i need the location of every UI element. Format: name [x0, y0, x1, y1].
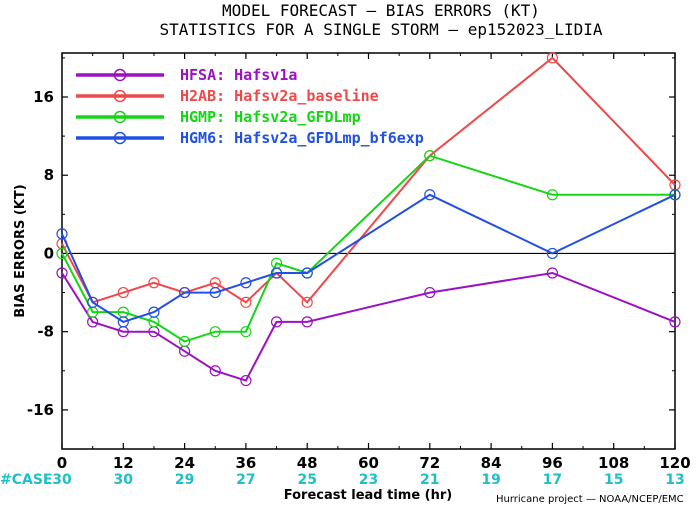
x-tick-label: 120: [659, 454, 690, 472]
case-count: 21: [420, 472, 439, 488]
data-point: [56, 228, 68, 240]
legend-marker: [113, 89, 127, 103]
chart-title-line2: STATISTICS FOR A SINGLE STORM — ep152023…: [159, 20, 602, 39]
legend-marker: [113, 110, 127, 124]
x-tick-label: 60: [358, 454, 379, 472]
data-point: [546, 189, 559, 201]
case-count: 30: [52, 472, 72, 488]
data-point: [424, 286, 436, 299]
data-point: [546, 52, 559, 64]
x-tick-label: 108: [598, 454, 629, 472]
x-tick-label: 84: [481, 454, 502, 472]
case-count: 13: [665, 472, 684, 488]
plot-area-frame: [61, 52, 676, 450]
legend-label: HFSA: Hafsv1a: [180, 66, 297, 84]
data-point: [240, 277, 252, 289]
series-3: [56, 150, 681, 348]
credit-text: Hurricane project — NOAA/NCEP/EMC: [496, 494, 684, 505]
x-tick-label: 36: [235, 454, 256, 472]
case-count-label: #CASE: [0, 472, 53, 488]
data-point: [669, 316, 681, 328]
case-count: 15: [604, 472, 623, 488]
data-series: [56, 52, 681, 387]
case-count: 25: [297, 472, 316, 488]
data-point: [301, 296, 313, 308]
x-tick-label: 96: [542, 454, 563, 472]
x-axis-label: Forecast lead time (hr): [284, 488, 452, 503]
axis-ticks: 0 12 24 36 48 60 72 84 96 108 120 16 8 0 -8 -16: [27, 53, 691, 472]
legend-marker: [113, 131, 127, 145]
data-point: [270, 316, 283, 328]
legend: HFSA: Hafsv1a H2AB: Hafsv2a_baseline HGMP:…: [76, 66, 424, 147]
series-4: [56, 189, 681, 328]
data-point: [301, 316, 313, 328]
case-count: 30: [114, 472, 134, 488]
case-count: 17: [543, 472, 562, 488]
y-axis-label: BIAS ERRORS (KT): [13, 184, 28, 317]
x-tick-label: 0: [57, 454, 67, 472]
x-tick-label: 48: [297, 454, 318, 472]
case-counts: 30 30 29 27 25 23 21 19 17 15 13: [52, 472, 684, 488]
case-count: 23: [359, 472, 378, 488]
case-count: 19: [481, 472, 500, 488]
chart-title-line1: MODEL FORECAST — BIAS ERRORS (KT): [222, 1, 540, 20]
data-point: [669, 189, 681, 201]
data-point: [117, 316, 129, 328]
series-line: [61, 193, 676, 323]
legend-label: HGM6: Hafsv2a_GFDLmp_bf6exp: [180, 129, 424, 147]
data-point: [117, 286, 129, 299]
data-point: [270, 267, 283, 279]
data-point: [424, 150, 436, 162]
data-point: [240, 374, 252, 387]
data-point: [209, 365, 221, 377]
data-point: [87, 296, 99, 308]
data-point: [209, 326, 221, 338]
data-point: [209, 286, 221, 299]
y-tick-label: -16: [27, 401, 54, 419]
data-point: [179, 286, 191, 299]
case-count: 27: [236, 472, 255, 488]
data-point: [179, 335, 191, 348]
x-tick-label: 12: [113, 454, 134, 472]
y-tick-label: -8: [37, 323, 54, 341]
y-tick-label: 8: [44, 166, 54, 184]
y-tick-label: 16: [33, 88, 54, 106]
data-point: [56, 247, 68, 260]
x-tick-label: 72: [419, 454, 440, 472]
data-point: [546, 267, 559, 279]
data-point: [240, 296, 252, 308]
x-tick-label: 24: [174, 454, 195, 472]
legend-label: HGMP: Hafsv2a_GFDLmp: [180, 108, 361, 126]
y-tick-label: 0: [44, 244, 54, 262]
data-point: [56, 267, 68, 279]
legend-marker: [113, 68, 127, 82]
series-1: [56, 267, 681, 387]
data-point: [301, 267, 313, 279]
data-point: [148, 306, 160, 318]
data-point: [424, 189, 436, 201]
series-line: [61, 154, 675, 343]
legend-label: H2AB: Hafsv2a_baseline: [180, 87, 379, 105]
case-count: 29: [175, 472, 194, 488]
data-point: [546, 247, 559, 260]
data-point: [240, 326, 252, 338]
data-point: [148, 277, 160, 289]
